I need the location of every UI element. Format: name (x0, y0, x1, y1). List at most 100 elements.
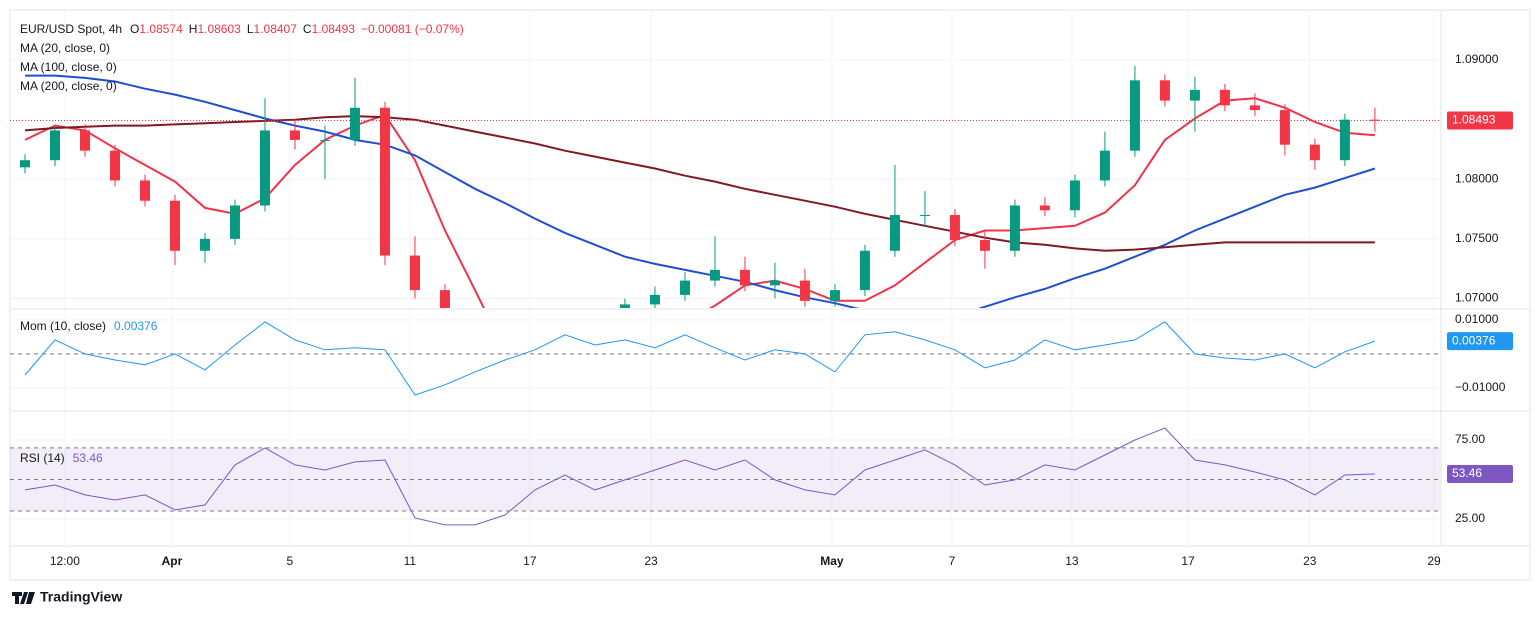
legend-entry: MA (20, close, 0) (20, 41, 110, 55)
price-pane (10, 66, 1440, 340)
candle-body (1159, 80, 1170, 101)
candle-body (379, 107, 390, 256)
change: −0.00081 (−0.07%) (361, 22, 464, 36)
candle-body (500, 334, 510, 340)
ohlc-value: 1.08407 (254, 22, 298, 36)
mom-legend: Mom (10, close) 0.00376 (20, 319, 158, 333)
candle-body (1129, 80, 1140, 151)
candle-body (1099, 150, 1110, 181)
legend-header: EUR/USD Spot, 4h O1.08574 H1.08603 L1.08407… (20, 22, 464, 36)
last-value-box (1447, 464, 1513, 483)
candle-body (560, 328, 570, 334)
candle-body (1249, 105, 1260, 111)
candle-body (409, 255, 420, 291)
candle-body (530, 334, 540, 340)
candle-body (1009, 205, 1020, 251)
candle-body (859, 250, 870, 291)
legend-value: 0.00376 (114, 319, 158, 333)
x-tick-label: 23 (1303, 554, 1317, 568)
legend-entry: RSI (14) (20, 451, 65, 465)
symbol: EUR/USD Spot, 4h (20, 22, 122, 36)
candle-body (1189, 89, 1200, 101)
candle-body (349, 107, 360, 140)
legend-entry: MA (200, close, 0) (20, 79, 117, 93)
legend-entry: MA (100, close, 0) (20, 60, 117, 74)
y-tick-label: 1.09000 (1455, 52, 1499, 66)
ohlc-key: O (130, 22, 139, 36)
candle-body (1309, 144, 1320, 161)
candle-body (1369, 119, 1380, 121)
candle-body (769, 280, 780, 286)
candle-body (619, 304, 630, 308)
ohlc-value: 1.08493 (312, 22, 356, 36)
x-tick-label: 11 (404, 554, 417, 568)
candle-body (259, 130, 270, 206)
legend-value: 53.46 (73, 451, 103, 465)
candle-body (169, 200, 180, 251)
ohlc-value: 1.08603 (197, 22, 241, 36)
candle-body (649, 294, 660, 305)
x-tick-label: 23 (644, 554, 658, 568)
y-tick-label: 0.01000 (1455, 312, 1499, 326)
candle-body (739, 269, 750, 286)
rsi-pane (10, 427, 1440, 526)
x-tick-label: 13 (1065, 554, 1079, 568)
last-value-label: 53.46 (1452, 466, 1482, 480)
last-value-box (1447, 332, 1513, 351)
x-tick-label: 17 (523, 554, 537, 568)
y-tick-label: −0.01000 (1455, 380, 1506, 394)
candle-body (439, 290, 450, 308)
y-tick-label: 1.07000 (1455, 291, 1499, 305)
last-price-label: 1.08493 (1452, 113, 1496, 127)
momentum-pane (10, 321, 1440, 396)
x-tick-label: Apr (162, 554, 183, 568)
candle-body (590, 322, 600, 328)
moving-average (24, 97, 1375, 308)
ohlc-key: H (189, 22, 198, 36)
candle-body (109, 150, 120, 181)
last-value-label: 0.00376 (1452, 333, 1496, 347)
labels: 12:00 Apr 5 11 17 23 May 7 13 17 23 29 1.07000 1.0750… (50, 52, 1513, 568)
candle-body (1039, 205, 1050, 211)
y-tick-label: 75.00 (1455, 432, 1485, 446)
brand-logo (12, 592, 35, 604)
candle-body (799, 280, 810, 301)
y-tick-label: 1.07500 (1455, 231, 1499, 245)
x-tick-label: 5 (287, 554, 294, 568)
frame (9, 9, 1531, 581)
candle-body (289, 130, 300, 140)
brand: TradingView (40, 589, 122, 605)
candle-body (139, 180, 150, 201)
candle-body (229, 205, 240, 239)
candle-body (889, 215, 900, 251)
x-tick-label: 29 (1427, 554, 1441, 568)
candle-body (1069, 180, 1080, 211)
candle-body (679, 280, 690, 295)
x-tick-label: May (820, 554, 844, 568)
rsi-legend: RSI (14) 53.46 (20, 451, 103, 465)
x-tick-label: 17 (1181, 554, 1195, 568)
moving-average (25, 74, 1376, 308)
candle-body (19, 160, 30, 168)
candle-body (199, 238, 210, 251)
ohlc-key: C (303, 22, 312, 36)
candle-body (1279, 110, 1290, 145)
candle-body (1219, 89, 1230, 106)
candle-body (709, 269, 720, 281)
candle-body (979, 240, 990, 251)
candle-body (79, 130, 90, 151)
ohlc-key: L (247, 22, 254, 36)
last-price-box (1447, 111, 1513, 130)
candle-body (470, 322, 480, 334)
legend-entry: Mom (10, close) (20, 319, 106, 333)
y-tick-label: 25.00 (1455, 511, 1485, 525)
candle-body (49, 130, 60, 161)
moving-average (24, 115, 1375, 252)
x-tick-label: 12:00 (50, 554, 80, 568)
candle-body (829, 290, 840, 301)
indicator-line (24, 321, 1376, 396)
indicator-line (24, 427, 1375, 526)
x-tick-label: 7 (949, 554, 956, 568)
candle-body (919, 215, 930, 217)
